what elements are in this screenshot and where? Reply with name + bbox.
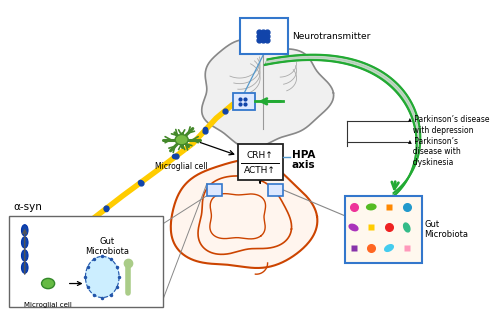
Text: HPA: HPA xyxy=(292,150,316,160)
Polygon shape xyxy=(265,55,420,198)
Text: Gut
Microbiota: Gut Microbiota xyxy=(424,220,469,239)
Ellipse shape xyxy=(366,204,376,210)
FancyBboxPatch shape xyxy=(9,216,163,307)
Text: Gut
Microbiota: Gut Microbiota xyxy=(85,237,129,256)
FancyBboxPatch shape xyxy=(240,18,288,54)
Polygon shape xyxy=(266,56,420,195)
FancyBboxPatch shape xyxy=(233,93,256,110)
Text: ▴ Parkinson’s disease
  with depression: ▴ Parkinson’s disease with depression xyxy=(408,115,489,135)
Text: axis: axis xyxy=(292,160,316,170)
Polygon shape xyxy=(202,39,334,148)
Ellipse shape xyxy=(22,225,28,236)
Text: Neurotransmitter: Neurotransmitter xyxy=(292,31,370,41)
Polygon shape xyxy=(171,160,318,268)
Text: α-syn: α-syn xyxy=(14,202,42,212)
FancyBboxPatch shape xyxy=(345,196,422,263)
Ellipse shape xyxy=(349,224,358,231)
FancyBboxPatch shape xyxy=(238,144,282,180)
Text: Microglial cell: Microglial cell xyxy=(156,162,208,171)
Ellipse shape xyxy=(175,134,188,145)
Text: ▴ Parkinson’s
  disease with
  dyskinesia: ▴ Parkinson’s disease with dyskinesia xyxy=(408,137,461,167)
Ellipse shape xyxy=(22,262,28,273)
FancyBboxPatch shape xyxy=(268,183,282,196)
Text: CRH↑: CRH↑ xyxy=(246,150,274,160)
FancyBboxPatch shape xyxy=(207,183,222,196)
Text: ACTH↑: ACTH↑ xyxy=(244,166,276,176)
Ellipse shape xyxy=(384,245,394,251)
Ellipse shape xyxy=(22,237,28,248)
Ellipse shape xyxy=(22,250,28,261)
Ellipse shape xyxy=(404,223,410,232)
Text: Microglial cell: Microglial cell xyxy=(24,302,72,308)
Ellipse shape xyxy=(42,278,54,289)
Polygon shape xyxy=(86,256,119,298)
